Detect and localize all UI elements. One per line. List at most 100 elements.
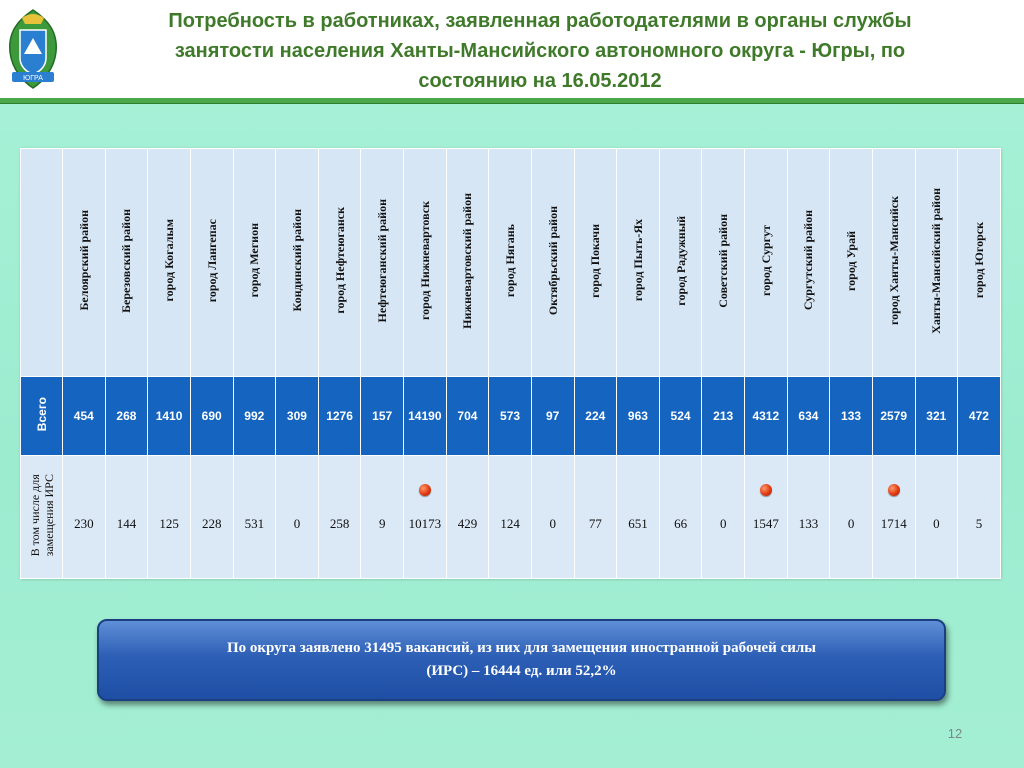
irs-value: 429 <box>457 516 478 531</box>
irs-cell: 5 <box>957 455 1001 579</box>
table-corner-cell <box>20 148 63 377</box>
irs-cell: 228 <box>189 455 234 579</box>
column-header: город Нефтеюганск <box>317 148 362 377</box>
column-header: город Нягань <box>488 148 532 377</box>
column-header-label: город Ханты-Мансийск <box>886 195 901 326</box>
total-cell: 963 <box>616 376 660 456</box>
column-header: город Нижневартовск <box>403 148 447 377</box>
column-header-label: город Пыть-Ях <box>630 219 645 302</box>
column-header: город Мегион <box>232 148 277 377</box>
column-header: Ханты-Мансийский район <box>914 148 959 377</box>
column-header: город Покачи <box>573 148 618 377</box>
title-line-1: Потребность в работниках, заявленная раб… <box>168 10 912 32</box>
irs-cell: 133 <box>786 455 831 579</box>
highlight-dot-icon <box>887 484 900 496</box>
irs-value: 66 <box>674 516 688 531</box>
total-cell: 1410 <box>147 376 191 456</box>
irs-cell: 1714 <box>871 455 916 579</box>
highlight-dot-icon <box>759 484 772 496</box>
irs-value: 5 <box>975 516 983 531</box>
slide-header: ЮГРА Потребность в работниках, заявленна… <box>0 0 1024 102</box>
irs-value: 9 <box>378 516 386 531</box>
total-cell: 14190 <box>403 376 447 456</box>
total-cell: 97 <box>530 376 575 456</box>
column-header: Белоярский район <box>62 148 106 377</box>
total-cell: 454 <box>62 376 106 456</box>
irs-value: 1714 <box>880 516 907 531</box>
irs-cell: 0 <box>275 455 319 579</box>
title-line-3: состоянию на 16.05.2012 <box>418 70 662 92</box>
column-header: Сургутский район <box>786 148 831 377</box>
irs-cell: 651 <box>616 455 660 579</box>
column-header-label: Ханты-Мансийский район <box>929 187 944 334</box>
irs-cell: 0 <box>530 455 575 579</box>
irs-cell: 429 <box>445 455 490 579</box>
column-header-label: Нефтеюганский район <box>375 198 390 323</box>
total-cell: 573 <box>488 376 532 456</box>
irs-row-label: В том числе для замещения ИРС <box>20 455 63 579</box>
column-header-label: город Нижневартовск <box>417 200 432 321</box>
page-number: 12 <box>947 726 963 741</box>
column-header-label: Березовский район <box>119 208 134 313</box>
total-cell: 690 <box>189 376 234 456</box>
column-header-label: город Урай <box>844 230 859 291</box>
column-header: город Югорск <box>957 148 1001 377</box>
column-header-label: город Нефтеюганск <box>332 207 347 314</box>
total-cell: 213 <box>701 376 745 456</box>
column-header: Нефтеюганский район <box>360 148 404 377</box>
total-cell: 1276 <box>317 376 362 456</box>
irs-value: 0 <box>847 516 855 531</box>
irs-cell: 10173 <box>403 455 447 579</box>
total-cell: 634 <box>786 376 831 456</box>
summary-line-2: (ИРС) – 16444 ед. или 52,2% <box>426 663 617 679</box>
page-title: Потребность в работниках, заявленная раб… <box>80 6 1000 96</box>
irs-value: 0 <box>719 516 727 531</box>
total-cell: 133 <box>829 376 873 456</box>
irs-cell: 0 <box>701 455 745 579</box>
irs-label-line2: замещения ИРС <box>41 473 56 557</box>
column-header-label: город Югорск <box>971 222 986 299</box>
column-header-label: Октябрьский район <box>545 205 560 316</box>
column-header: Нижневартовский район <box>445 148 490 377</box>
irs-cell: 531 <box>232 455 277 579</box>
column-header-label: город Радужный <box>673 215 688 306</box>
column-header: город Ханты-Мансийск <box>871 148 916 377</box>
total-cell: 309 <box>275 376 319 456</box>
column-header: Кондинский район <box>275 148 319 377</box>
total-row-label: Всего <box>20 376 63 456</box>
table-row-irs: В том числе для замещения ИРС 230 144 125 22… <box>20 455 1001 579</box>
irs-cell: 0 <box>829 455 873 579</box>
column-header: Советский район <box>701 148 745 377</box>
column-header-label: Сургутский район <box>801 210 816 311</box>
column-header-label: город Мегион <box>247 223 262 298</box>
highlight-dot-icon <box>418 484 431 496</box>
irs-cell: 1547 <box>744 455 788 579</box>
column-header-label: Белоярский район <box>76 210 91 311</box>
irs-value: 258 <box>329 516 350 531</box>
irs-value: 651 <box>628 516 648 531</box>
total-cell: 992 <box>232 376 277 456</box>
irs-value: 230 <box>74 516 94 531</box>
irs-value: 124 <box>500 516 520 531</box>
irs-cell: 77 <box>573 455 618 579</box>
irs-value: 133 <box>798 516 819 531</box>
table-row-total: Всего 454 268 1410 690 992 309 1276 157 14190 704… <box>20 376 1001 456</box>
column-header-label: город Покачи <box>588 223 603 298</box>
column-header-label: Кондинский район <box>289 209 304 312</box>
irs-cell: 144 <box>104 455 149 579</box>
emblem-label: ЮГРА <box>23 75 43 82</box>
total-cell: 268 <box>104 376 149 456</box>
irs-value: 125 <box>159 516 179 531</box>
total-cell: 524 <box>658 376 703 456</box>
irs-label-line1: В том числе для <box>27 473 42 557</box>
column-header: Октябрьский район <box>530 148 575 377</box>
column-header: город Лангепас <box>189 148 234 377</box>
irs-cell: 230 <box>62 455 106 579</box>
vacancy-table: Белоярский район Березовский район город К… <box>20 148 1001 579</box>
total-cell: 472 <box>957 376 1001 456</box>
total-cell: 4312 <box>744 376 788 456</box>
irs-value: 0 <box>549 516 556 531</box>
title-line-2: занятости населения Ханты-Мансийского ав… <box>174 40 906 62</box>
table-header-row: Белоярский район Березовский район город К… <box>20 148 1001 377</box>
total-cell: 704 <box>445 376 490 456</box>
